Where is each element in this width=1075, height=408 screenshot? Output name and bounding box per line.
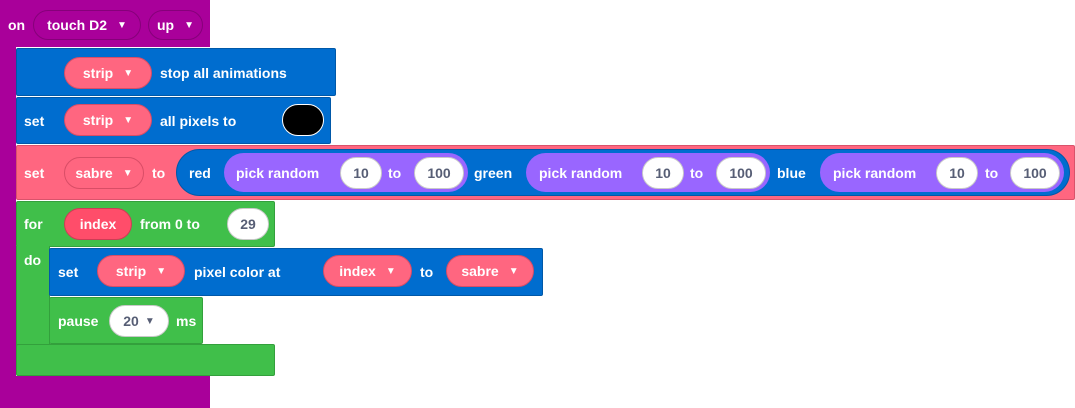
- do-label: do: [24, 252, 42, 268]
- blue-min-value: 10: [949, 165, 965, 181]
- for-loop-footer: [16, 344, 275, 376]
- variable-dropdown[interactable]: sabre ▼: [64, 157, 144, 189]
- chevron-down-icon: ▼: [156, 265, 167, 277]
- for-loop-block[interactable]: [16, 201, 275, 247]
- strip-dropdown-value: strip: [115, 263, 147, 279]
- set-label: set: [24, 113, 45, 129]
- strip-dropdown-value: strip: [82, 65, 114, 81]
- chevron-down-icon: ▼: [184, 19, 194, 31]
- green-min-value: 10: [655, 165, 671, 181]
- red-label: red: [189, 165, 211, 181]
- pixel-color-label: pixel color at: [194, 264, 281, 280]
- index-dropdown-value: index: [339, 263, 376, 279]
- set-label: set: [24, 165, 45, 181]
- loop-end-value: 29: [240, 216, 256, 232]
- color-variable-dropdown[interactable]: sabre ▼: [446, 255, 534, 287]
- strip-dropdown[interactable]: strip ▼: [97, 255, 185, 287]
- blue-label: blue: [777, 165, 806, 181]
- chevron-down-icon: ▼: [385, 265, 396, 277]
- green-max-value: 100: [729, 165, 753, 181]
- chevron-down-icon: ▼: [122, 167, 133, 179]
- pause-unit-label: ms: [176, 313, 197, 329]
- red-min-input[interactable]: 10: [340, 157, 382, 189]
- to-label: to: [152, 165, 166, 181]
- for-loop-spine: [16, 246, 50, 346]
- strip-dropdown[interactable]: strip ▼: [64, 57, 152, 89]
- pick-random-label: pick random: [833, 165, 917, 181]
- all-pixels-label: all pixels to: [160, 113, 237, 129]
- green-max-input[interactable]: 100: [716, 157, 766, 189]
- index-dropdown[interactable]: index ▼: [323, 255, 412, 287]
- chevron-down-icon: ▼: [144, 315, 155, 327]
- index-variable-value: index: [79, 216, 117, 232]
- pin-dropdown[interactable]: touch D2 ▼: [33, 10, 141, 40]
- index-variable[interactable]: index: [64, 208, 132, 240]
- loop-end-input[interactable]: 29: [227, 208, 269, 240]
- color-swatch[interactable]: [282, 104, 324, 136]
- green-label: green: [474, 165, 513, 181]
- from-label: from 0 to: [140, 216, 200, 232]
- pin-dropdown-value: touch D2: [47, 17, 107, 33]
- chevron-down-icon: ▼: [116, 19, 127, 31]
- event-block-footer: [0, 376, 210, 408]
- red-min-value: 10: [353, 165, 369, 181]
- set-label: set: [58, 264, 79, 280]
- blue-min-input[interactable]: 10: [936, 157, 978, 189]
- blue-max-input[interactable]: 100: [1010, 157, 1060, 189]
- stop-animations-label: stop all animations: [160, 65, 287, 81]
- to-label: to: [420, 264, 434, 280]
- chevron-down-icon: ▼: [123, 114, 134, 126]
- chevron-down-icon: ▼: [508, 265, 519, 277]
- pause-duration-dropdown[interactable]: 20 ▼: [109, 305, 169, 337]
- blue-max-value: 100: [1023, 165, 1047, 181]
- strip-dropdown[interactable]: strip ▼: [64, 104, 152, 136]
- pause-duration-value: 20: [123, 313, 139, 329]
- to-label: to: [388, 165, 402, 181]
- to-label: to: [985, 165, 999, 181]
- event-dropdown-value: up: [156, 17, 175, 33]
- pause-label: pause: [58, 313, 99, 329]
- to-label: to: [690, 165, 704, 181]
- on-label: on: [8, 17, 26, 33]
- pick-random-label: pick random: [236, 165, 320, 181]
- for-label: for: [24, 216, 43, 232]
- color-variable-value: sabre: [461, 263, 499, 279]
- event-dropdown[interactable]: up ▼: [148, 10, 203, 40]
- red-max-value: 100: [427, 165, 451, 181]
- red-max-input[interactable]: 100: [414, 157, 464, 189]
- pick-random-label: pick random: [539, 165, 623, 181]
- green-min-input[interactable]: 10: [642, 157, 684, 189]
- variable-dropdown-value: sabre: [75, 165, 113, 181]
- chevron-down-icon: ▼: [123, 67, 134, 79]
- strip-dropdown-value: strip: [82, 112, 114, 128]
- event-block-spine: [0, 40, 16, 380]
